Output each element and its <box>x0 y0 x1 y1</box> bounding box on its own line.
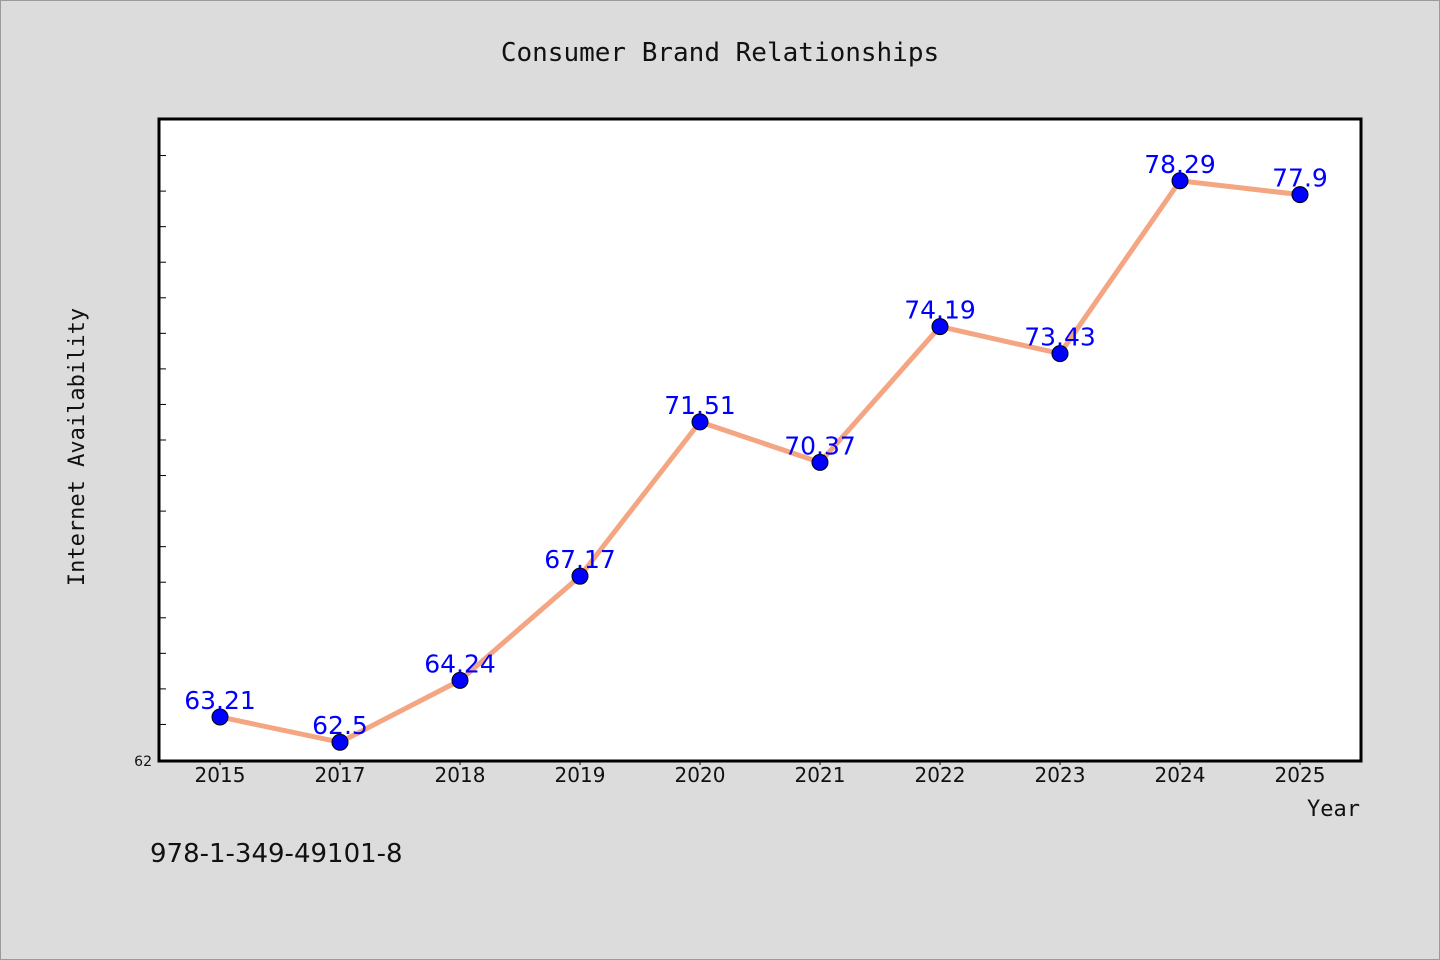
data-point <box>1291 186 1309 204</box>
data-label: 74.19 <box>904 296 976 325</box>
x-tick-label: 2020 <box>675 763 726 787</box>
x-tick-label: 2017 <box>315 763 366 787</box>
x-axis-label: Year <box>1307 797 1360 822</box>
x-tick-label: 2025 <box>1275 763 1326 787</box>
data-point <box>1051 345 1069 363</box>
data-point <box>451 671 469 689</box>
x-tick-label: 2024 <box>1155 763 1206 787</box>
y-tick-label: 62 <box>134 754 152 770</box>
x-tick-label: 2019 <box>555 763 606 787</box>
data-point <box>931 318 949 336</box>
y-axis-ticks <box>160 155 166 761</box>
data-point <box>1171 172 1189 190</box>
data-point <box>331 733 349 751</box>
data-label: 71.51 <box>664 391 736 420</box>
data-point <box>211 708 229 726</box>
isbn-footer: 978-1-349-49101-8 <box>150 839 403 869</box>
x-tick-label: 2022 <box>915 763 966 787</box>
x-tick-label: 2023 <box>1035 763 1086 787</box>
data-labels: 63.21 62.5 64.24 67.17 71.51 70.37 74.19 73.43 7… <box>184 150 1328 740</box>
x-tick-label: 2021 <box>795 763 846 787</box>
data-label: 70.37 <box>784 431 856 460</box>
data-point <box>571 567 589 585</box>
chart-title: Consumer Brand Relationships <box>501 38 939 68</box>
data-label: 73.43 <box>1024 323 1096 352</box>
data-label: 67.17 <box>544 545 616 574</box>
data-label: 64.24 <box>424 649 496 678</box>
data-label: 62.5 <box>312 711 368 740</box>
data-label: 77.9 <box>1272 164 1328 193</box>
data-label: 63.21 <box>184 686 256 715</box>
data-points <box>211 172 1309 751</box>
data-point <box>691 413 709 431</box>
y-axis-label: Internet Availability <box>65 308 90 586</box>
x-axis: 2015 2017 2018 2019 2020 2021 2022 2023 2024 2025 <box>195 760 1326 787</box>
data-label: 78.29 <box>1144 150 1216 179</box>
series-line <box>219 178 1301 745</box>
data-point <box>811 453 829 471</box>
x-tick-label: 2015 <box>195 763 246 787</box>
x-tick-label: 2018 <box>435 763 486 787</box>
